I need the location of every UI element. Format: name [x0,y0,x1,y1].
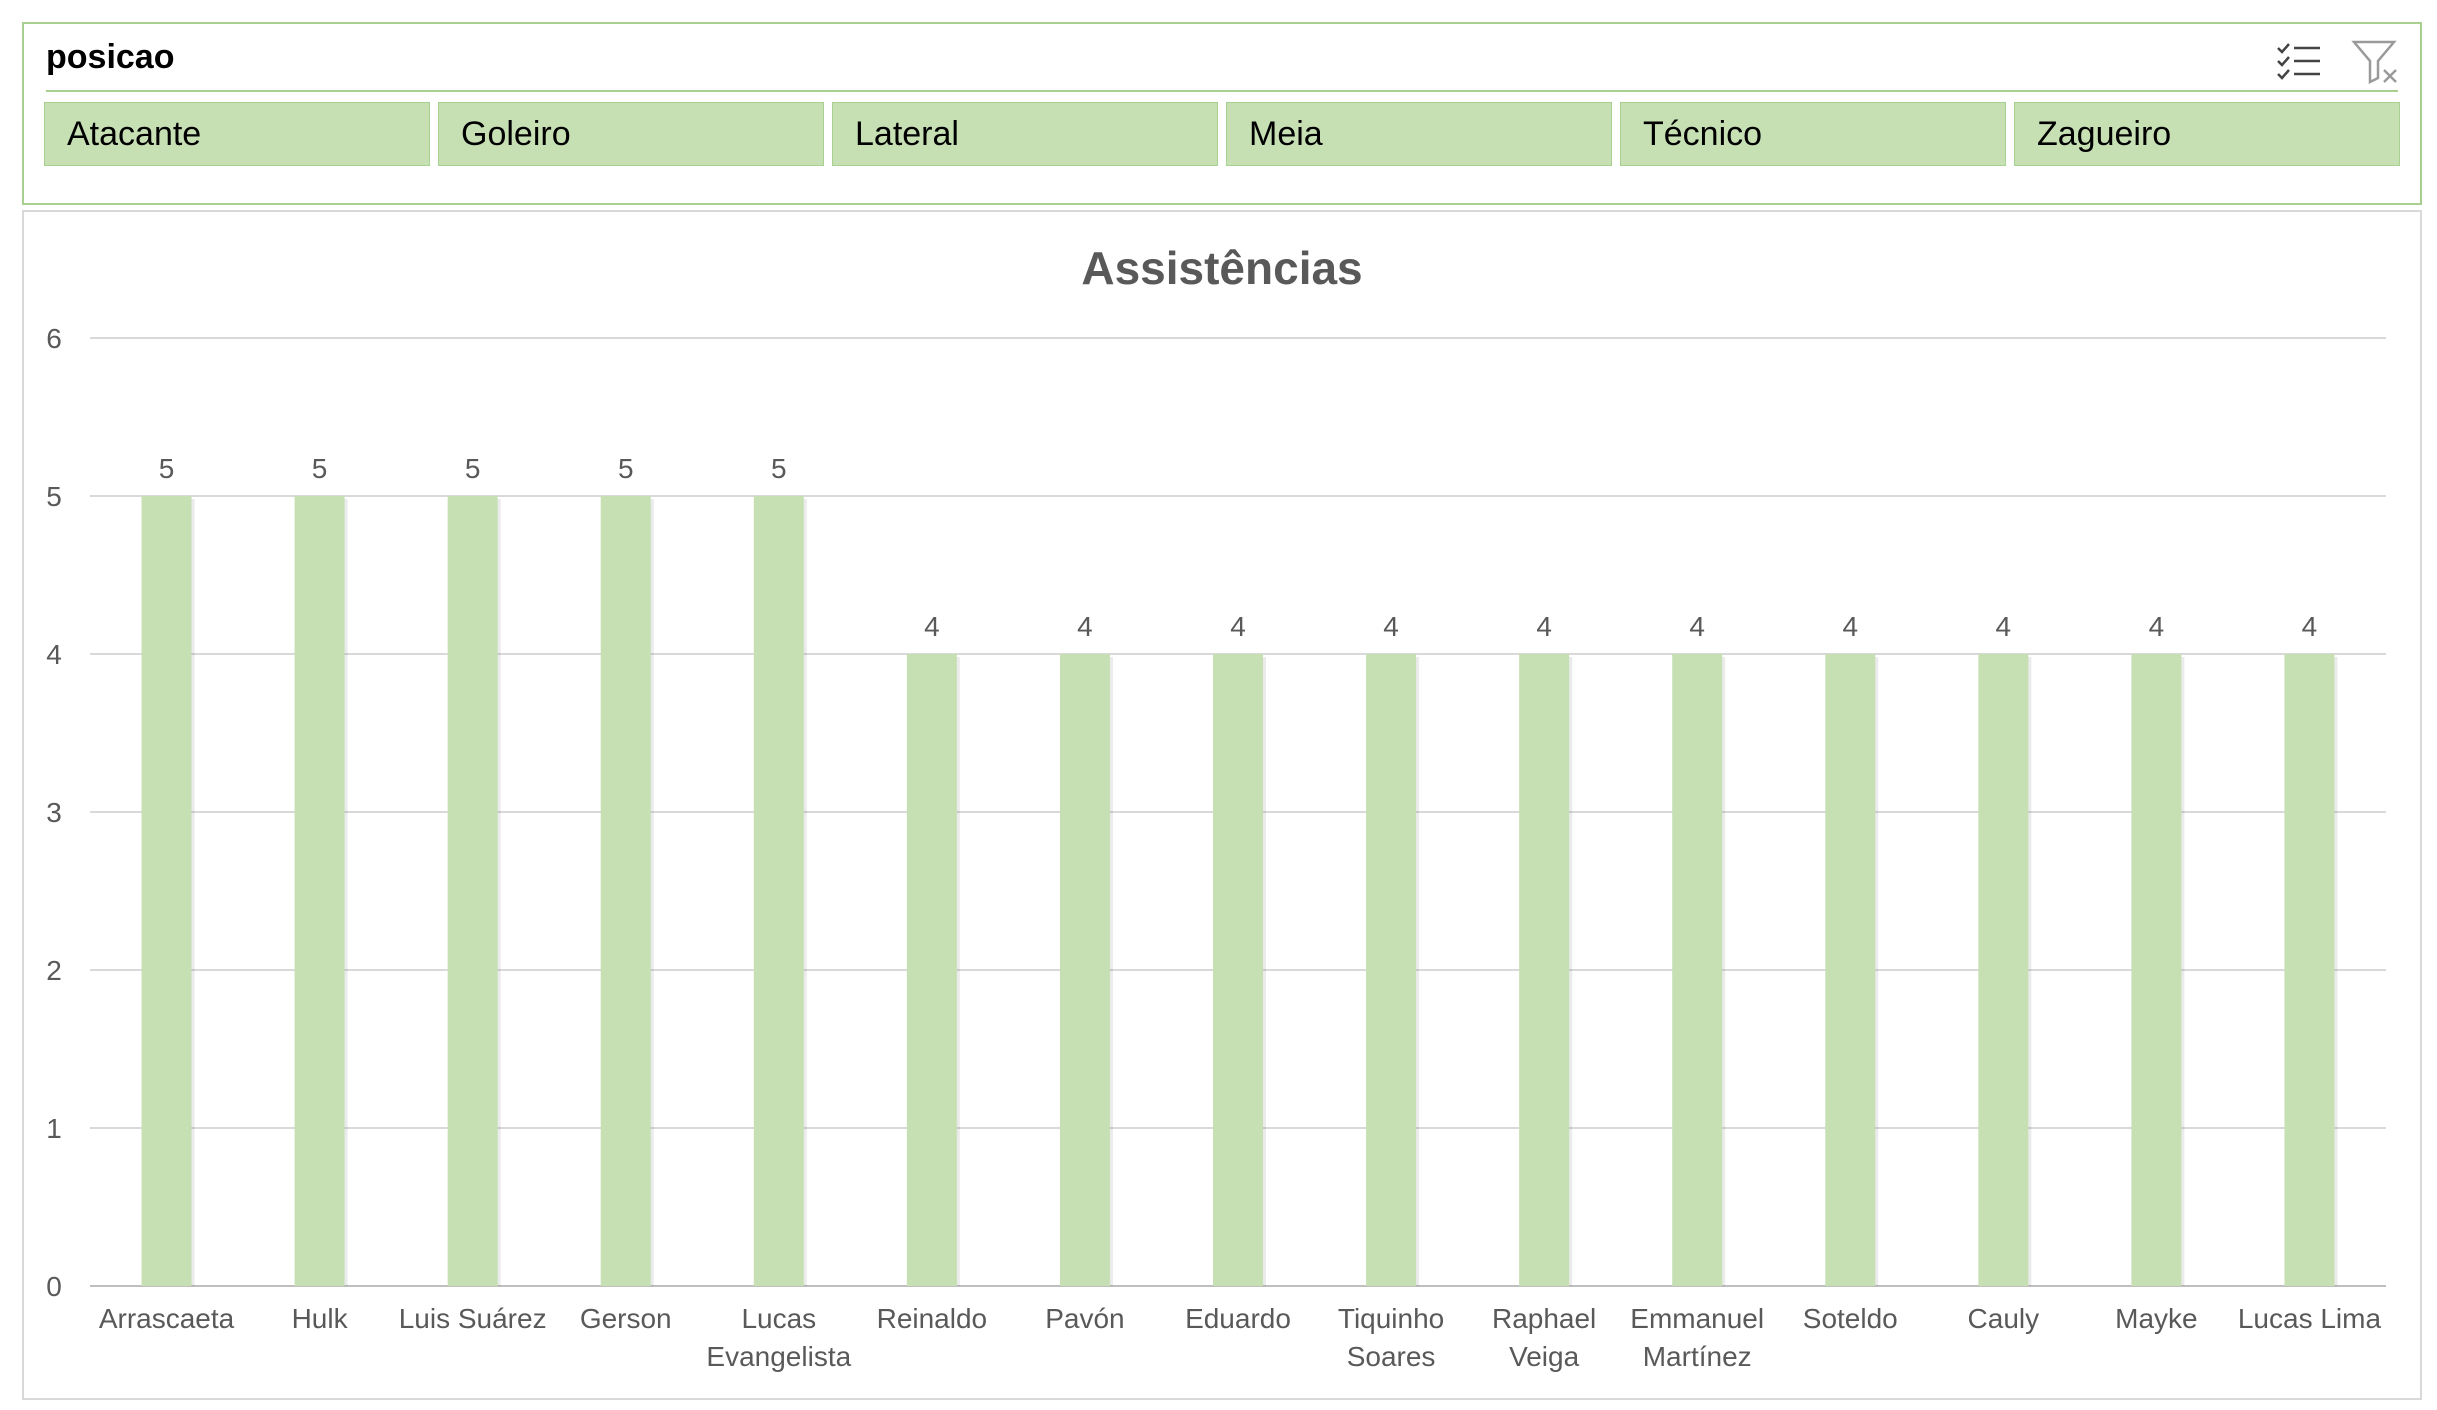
bar[interactable] [447,496,498,1286]
bar[interactable] [2284,654,2335,1286]
assistencias-chart: Assistências 0 1 2 3 4 5 6 5 Arrascaeta 5 Hulk 5 Lui… [22,210,2422,1400]
y-tick-label: 2 [46,955,62,986]
bar[interactable] [1366,654,1417,1286]
y-tick-label: 1 [46,1113,62,1144]
x-tick-label: Evangelista [706,1341,851,1372]
x-tick-label: Hulk [292,1303,349,1334]
x-tick-label: Luis Suárez [399,1303,547,1334]
y-tick-label: 5 [46,481,62,512]
data-label: 5 [312,453,328,484]
data-label: 4 [1383,611,1399,642]
chart-title: Assistências [1081,242,1362,294]
bar[interactable] [1213,654,1263,1286]
bar[interactable] [600,496,651,1286]
slicer-item-goleiro[interactable]: Goleiro [438,102,824,166]
bar[interactable] [1059,654,1110,1286]
bar[interactable] [753,496,804,1286]
data-label: 4 [1230,611,1246,642]
data-label: 5 [771,453,787,484]
bar[interactable] [2131,654,2182,1286]
bar[interactable] [1519,654,1570,1286]
posicao-slicer: posicao Atacante Goleiro Lateral Meia Té… [22,22,2422,205]
y-tick-label: 6 [46,323,62,354]
multi-select-icon [2277,43,2320,80]
x-tick-label: Lucas Lima [2238,1303,2382,1334]
x-tick-label: Cauly [1968,1303,2040,1334]
x-tick-label: Gerson [580,1303,672,1334]
bar[interactable] [1825,654,1876,1286]
slicer-item-lateral[interactable]: Lateral [832,102,1218,166]
x-tick-label: Lucas [741,1303,816,1334]
data-label: 4 [1996,611,2012,642]
y-tick-label: 4 [46,639,62,670]
slicer-item-zagueiro[interactable]: Zagueiro [2014,102,2400,166]
x-tick-label: Raphael [1492,1303,1596,1334]
bar[interactable] [294,496,345,1286]
x-tick-label: Reinaldo [877,1303,988,1334]
multi-select-button[interactable] [2272,34,2328,90]
data-label: 4 [1689,611,1705,642]
data-label: 4 [924,611,940,642]
x-tick-label: Veiga [1509,1341,1579,1372]
data-label: 4 [1077,611,1093,642]
x-tick-label: Pavón [1045,1303,1124,1334]
bar[interactable] [1672,654,1723,1286]
bar[interactable] [906,654,957,1286]
x-tick-label: Emmanuel [1630,1303,1764,1334]
y-tick-label: 0 [46,1271,62,1302]
slicer-items: Atacante Goleiro Lateral Meia Técnico Za… [44,102,2400,166]
data-label: 4 [1842,611,1858,642]
y-tick-label: 3 [46,797,62,828]
data-label: 5 [159,453,175,484]
slicer-item-meia[interactable]: Meia [1226,102,1612,166]
x-tick-label: Eduardo [1185,1303,1291,1334]
x-tick-label: Soteldo [1803,1303,1898,1334]
data-label: 4 [2149,611,2165,642]
x-tick-label: Mayke [2115,1303,2197,1334]
x-tick-label: Martínez [1643,1341,1752,1372]
clear-filter-icon [2351,40,2397,85]
slicer-title: posicao [46,38,175,76]
slicer-item-tecnico[interactable]: Técnico [1620,102,2006,166]
data-label: 5 [465,453,481,484]
chart-canvas: Assistências 0 1 2 3 4 5 6 5 Arrascaeta 5 Hulk 5 Lui… [46,242,2386,1372]
data-label: 4 [1536,611,1552,642]
bar[interactable] [141,496,192,1286]
bar[interactable] [1978,654,2029,1286]
data-label: 4 [2302,611,2318,642]
data-label: 5 [618,453,634,484]
slicer-item-atacante[interactable]: Atacante [44,102,430,166]
x-tick-label: Tiquinho [1338,1303,1444,1334]
clear-filter-button[interactable] [2348,34,2404,90]
x-tick-label: Soares [1347,1341,1436,1372]
slicer-separator [46,90,2398,92]
x-tick-label: Arrascaeta [99,1303,235,1334]
